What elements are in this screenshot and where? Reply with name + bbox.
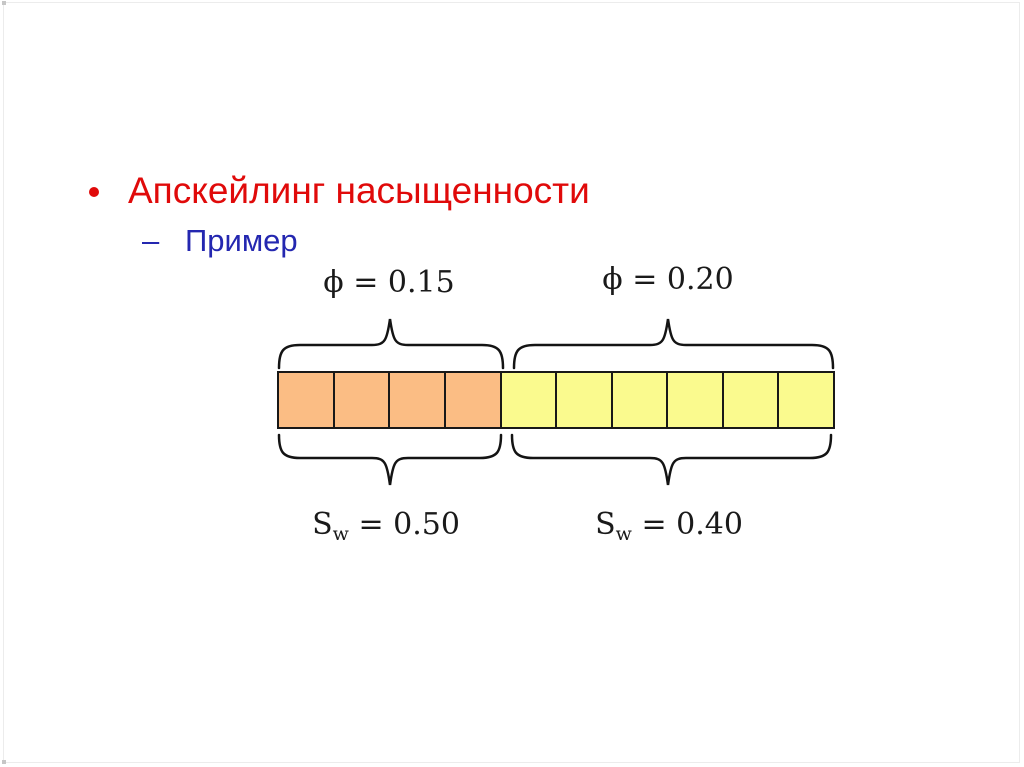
grid-cell <box>666 373 722 427</box>
sw-subscript: w <box>615 523 632 545</box>
saturation-label-left: Sw = 0.50 <box>312 507 460 545</box>
grid-cell <box>555 373 611 427</box>
frame-corner-top-left <box>2 1 6 5</box>
porosity-label-left: ϕ = 0.15 <box>323 265 455 300</box>
porosity-label-right: ϕ = 0.20 <box>602 262 734 297</box>
grid-cell <box>721 373 778 427</box>
grid-cells-row <box>277 371 835 429</box>
sw-base: S <box>312 507 333 542</box>
sw-value: = 0.40 <box>631 507 743 542</box>
slide-title: Апскейлинг насыщенности <box>128 170 590 211</box>
saturation-label-right: Sw = 0.40 <box>595 507 743 545</box>
grid-cell <box>332 373 389 427</box>
grid-cells-right-group <box>499 373 833 427</box>
brace-bottom-left <box>277 430 503 492</box>
brace-bottom-right <box>510 430 833 492</box>
frame-corner-bottom-left <box>2 760 6 764</box>
grid-cell <box>388 373 445 427</box>
bullet-dot-icon <box>89 187 99 197</box>
sub-bullet-dash: – <box>142 223 160 258</box>
sw-base: S <box>595 507 616 542</box>
grid-cell <box>777 373 833 427</box>
grid-cell <box>610 373 667 427</box>
brace-top-right <box>512 312 835 370</box>
grid-cells-left-group <box>279 373 500 427</box>
brace-top-left <box>277 312 505 370</box>
sw-value: = 0.50 <box>348 507 460 542</box>
grid-cell <box>444 373 500 427</box>
grid-cell <box>501 373 556 427</box>
sw-subscript: w <box>332 523 349 545</box>
grid-cell <box>279 373 333 427</box>
sub-bullet-label: Пример <box>185 223 298 258</box>
